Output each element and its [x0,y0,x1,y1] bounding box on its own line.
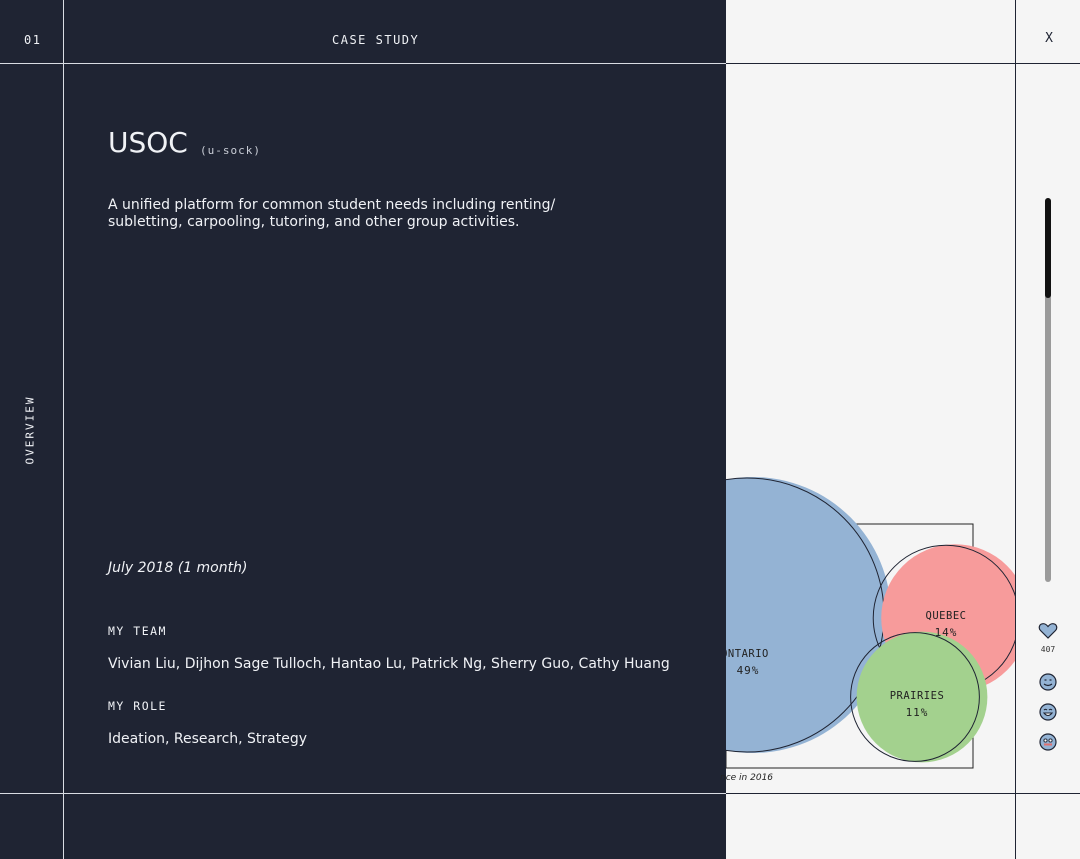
team-members: Vivian Liu, Dijhon Sage Tulloch, Hantao … [108,656,670,672]
divider-left-column [63,0,64,859]
divider-right-column [1015,0,1016,859]
bubble-label-ontario: ONTARIO [721,648,769,660]
smile-face-icon[interactable] [1039,673,1057,691]
like-count: 407 [1040,645,1056,654]
heart-icon[interactable] [1038,622,1058,640]
bubble-percent-quebec: 14% [935,626,958,639]
project-description: A unified platform for common student ne… [108,197,556,230]
divider-footer-right [726,793,1080,794]
overview-panel [0,0,726,859]
case-number: 01 [24,33,42,47]
project-date: July 2018 (1 month) [108,560,248,576]
project-pronunciation: (u-sock) [200,144,261,157]
region-bubble-chart: ONTARIO 49% QUEBEC 14% PRAIRIES 11% [721,477,1015,769]
divider-header [0,63,1080,64]
close-button[interactable]: X [1045,31,1053,46]
role-text: Ideation, Research, Strategy [108,731,308,747]
scrollbar-thumb[interactable] [1045,198,1051,298]
bubble-percent-ontario: 49% [737,664,760,677]
role-heading: MY ROLE [108,699,167,713]
bubble-ontario [726,477,891,753]
divider-footer [0,793,726,794]
chart-caption: nce in 2016 [720,773,774,783]
bubble-percent-prairies: 11% [906,706,929,719]
bubble-prairies-outline [850,632,980,762]
bubble-label-quebec: QUEBEC [926,610,967,622]
scrollbar-track[interactable] [1045,198,1051,582]
bubble-label-prairies: PRAIRIES [890,690,945,702]
bubble-prairies [856,631,988,763]
team-heading: MY TEAM [108,624,167,638]
case-study-label: CASE STUDY [332,33,420,47]
blush-face-icon[interactable] [1039,733,1057,751]
divider-header-right [726,63,1080,64]
grin-face-icon[interactable] [1039,703,1057,721]
project-title: USOC [108,126,188,159]
